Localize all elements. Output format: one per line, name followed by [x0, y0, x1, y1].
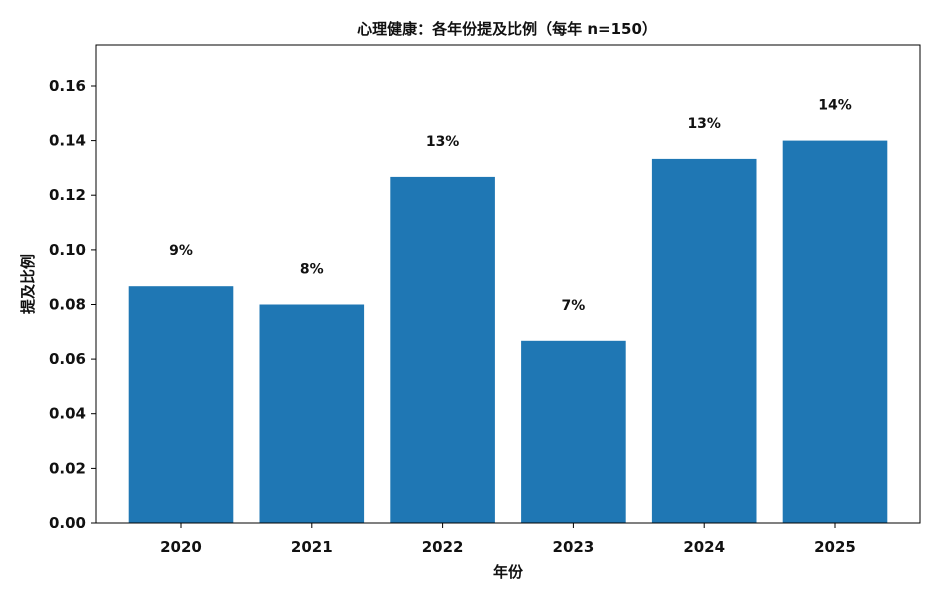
bars-group — [128, 140, 888, 523]
y-tick-label-0.06: 0.06 — [49, 350, 86, 368]
data-label-2025: 14% — [818, 98, 852, 114]
data-label-2021: 8% — [300, 262, 324, 278]
bar-2022 — [390, 176, 495, 523]
data-label-2024: 13% — [687, 116, 721, 132]
x-tick-label-2025: 2025 — [814, 538, 856, 556]
data-labels-group: 9% 8% 13% 7% 13% 14% — [169, 98, 852, 314]
x-tick-label-2020: 2020 — [160, 538, 202, 556]
bar-2023 — [521, 340, 626, 523]
bar-2024 — [651, 158, 757, 523]
y-tick-label-0.02: 0.02 — [49, 459, 86, 477]
y-tick-label-0.16: 0.16 — [49, 77, 86, 95]
bar-2025 — [782, 140, 888, 523]
plot-frame — [95, 44, 921, 524]
y-tick-label-0.08: 0.08 — [49, 296, 86, 314]
y-tick-label-0.10: 0.10 — [49, 241, 86, 259]
x-axis: 2020 2021 2022 2023 2024 2025 — [160, 523, 856, 556]
y-axis-label: 提及比例 — [19, 254, 37, 314]
bar-2020 — [128, 286, 234, 523]
bar-2021 — [259, 304, 365, 523]
x-tick-label-2022: 2022 — [422, 538, 464, 556]
y-axis: 0.00 0.02 0.04 0.06 0.08 0.10 0.12 0.14 0.16 — [49, 77, 96, 532]
chart-title: 心理健康：各年份提及比例（每年 n=150） — [357, 20, 657, 38]
x-tick-label-2021: 2021 — [291, 538, 333, 556]
y-tick-label-0.14: 0.14 — [49, 132, 86, 150]
data-label-2020: 9% — [169, 243, 193, 259]
data-label-2022: 13% — [426, 134, 460, 150]
y-tick-label-0.12: 0.12 — [49, 186, 86, 204]
y-tick-label-0.04: 0.04 — [49, 405, 86, 423]
x-tick-label-2024: 2024 — [683, 538, 725, 556]
data-label-2023: 7% — [562, 298, 586, 314]
y-tick-label-0.00: 0.00 — [49, 514, 86, 532]
x-tick-label-2023: 2023 — [553, 538, 595, 556]
x-axis-label: 年份 — [493, 563, 524, 581]
